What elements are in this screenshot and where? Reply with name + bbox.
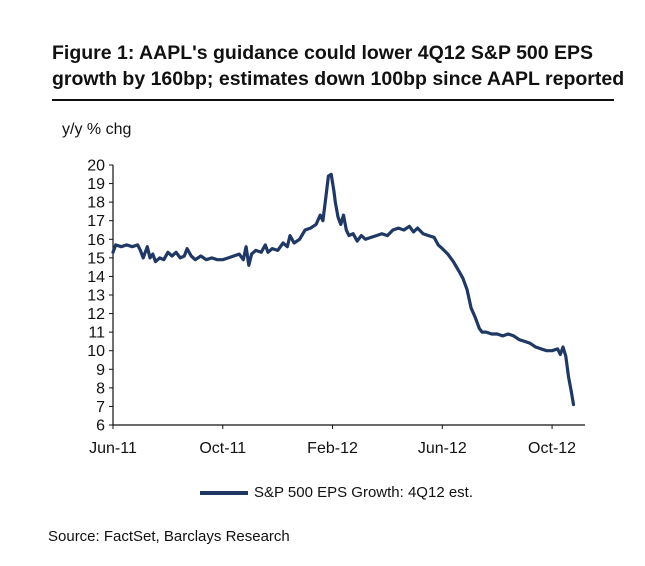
y-tick-label: 6 [96,418,105,435]
y-tick-label: 12 [87,306,105,323]
x-axis: Jun-11 Oct-11 Feb-12 Jun-12 Oct-12 [89,424,585,457]
source-note: Source: FactSet, Barclays Research [48,528,290,545]
y-tick-label: 8 [96,380,105,397]
title-divider [52,99,614,101]
y-tick-label: 19 [87,176,105,193]
y-tick-label: 17 [87,213,105,230]
x-tick-label: Oct-12 [528,440,576,457]
plot-area [111,172,576,407]
chart-title: Figure 1: AAPL's guidance could lower 4Q… [52,42,625,90]
y-tick-label: 16 [87,232,105,249]
y-tick-label: 9 [96,362,105,379]
legend-label: S&P 500 EPS Growth: 4Q12 est. [254,484,474,501]
legend-swatch [200,490,248,495]
x-tick-label: Jun-12 [418,440,467,457]
series-line-eps-growth [111,172,576,407]
y-tick-label: 7 [96,399,105,416]
x-tick-label: Jun-11 [89,440,137,457]
y-tick-label: 15 [87,250,105,267]
y-tick-label: 10 [87,343,105,360]
x-tick-label: Oct-11 [199,440,246,457]
y-tick-label: 14 [87,269,105,286]
y-tick-label: 18 [87,195,105,212]
y-tick-label: 20 [87,158,105,175]
legend: S&P 500 EPS Growth: 4Q12 est. [200,484,473,501]
x-tick-label: Feb-12 [307,440,358,457]
y-tick-label: 11 [88,325,105,342]
y-axis-label: y/y % chg [62,121,131,138]
y-tick-label: 13 [87,288,105,305]
